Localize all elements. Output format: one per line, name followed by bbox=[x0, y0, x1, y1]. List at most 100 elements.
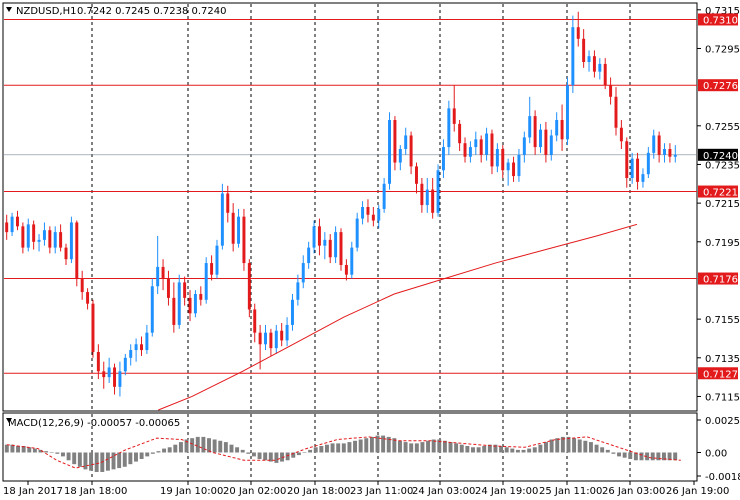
candle-body bbox=[161, 266, 165, 279]
candle-body bbox=[204, 263, 208, 300]
macd-bar bbox=[600, 447, 605, 453]
candle-body bbox=[452, 108, 456, 124]
candle-body bbox=[307, 247, 311, 264]
macd-bar bbox=[44, 451, 49, 453]
macd-tick-label: 0.00 bbox=[705, 448, 727, 459]
candle-body bbox=[382, 183, 386, 209]
candle-body bbox=[425, 189, 429, 206]
candle-body bbox=[398, 149, 402, 163]
macd-bar bbox=[532, 447, 537, 453]
macd-bar bbox=[162, 448, 167, 453]
candle-body bbox=[215, 245, 219, 275]
candle-body bbox=[474, 139, 478, 148]
moving-average-line bbox=[158, 223, 638, 411]
macd-bar bbox=[296, 452, 301, 456]
macd-bar bbox=[364, 438, 369, 453]
macd-title: MACD(12,26,9) -0.00057 -0.00065 bbox=[8, 418, 180, 429]
macd-bar bbox=[431, 439, 436, 453]
candle-body bbox=[145, 332, 149, 351]
candle-body bbox=[614, 96, 618, 128]
macd-bar bbox=[645, 452, 650, 461]
candle-body bbox=[150, 286, 154, 333]
symbol-header: NZDUSD,H1 0.7242 0.7245 0.7238 0.7240 bbox=[6, 6, 227, 17]
candle-body bbox=[619, 127, 623, 142]
macd-bar bbox=[145, 452, 150, 457]
time-tick-label: 19 Jan 10:00 bbox=[160, 486, 223, 497]
dropdown-icon bbox=[6, 418, 12, 423]
macd-bar bbox=[398, 440, 402, 453]
candle-body bbox=[447, 108, 451, 148]
macd-bar bbox=[639, 452, 644, 461]
candle-body bbox=[630, 158, 634, 178]
candle-body bbox=[371, 214, 375, 221]
macd-bar bbox=[134, 452, 138, 462]
candle-body bbox=[555, 120, 559, 136]
candle-body bbox=[641, 174, 645, 182]
candle-body bbox=[156, 266, 160, 287]
macd-bar bbox=[308, 449, 313, 453]
candle-body bbox=[393, 120, 397, 163]
candle-body bbox=[388, 120, 392, 184]
candle-body bbox=[646, 152, 650, 175]
macd-bar bbox=[105, 452, 110, 471]
macd-bar bbox=[302, 452, 307, 453]
vertical-grid bbox=[91, 4, 631, 480]
candle-body bbox=[409, 135, 413, 167]
candle-body bbox=[102, 371, 106, 378]
candle-body bbox=[48, 230, 52, 248]
candle-body bbox=[285, 324, 289, 341]
candle-body bbox=[323, 239, 327, 246]
candle-body bbox=[533, 116, 537, 148]
macd-bar bbox=[190, 438, 195, 453]
macd-bar bbox=[268, 452, 273, 462]
macd-bar bbox=[341, 443, 346, 453]
candle-body bbox=[350, 247, 354, 275]
candle-body bbox=[253, 309, 257, 333]
macd-bar bbox=[617, 452, 621, 457]
macd-bar bbox=[117, 452, 122, 469]
candle-body bbox=[26, 224, 30, 248]
candle-body bbox=[15, 216, 19, 227]
candle-body bbox=[592, 56, 596, 72]
dropdown-icon bbox=[6, 7, 12, 12]
macd-bar bbox=[549, 439, 554, 453]
macd-bar bbox=[246, 452, 251, 454]
candle-body bbox=[226, 193, 230, 213]
macd-bar bbox=[442, 440, 447, 453]
candle-body bbox=[86, 292, 90, 304]
candle-body bbox=[436, 170, 440, 213]
macd-bar bbox=[207, 438, 211, 453]
candle-body bbox=[565, 85, 569, 140]
candle-body bbox=[328, 239, 332, 258]
candle-body bbox=[10, 216, 14, 233]
candle-body bbox=[140, 344, 143, 351]
candle-body bbox=[177, 282, 181, 325]
macd-bar bbox=[482, 445, 487, 453]
candle-body bbox=[280, 330, 284, 341]
candle-body bbox=[107, 367, 111, 378]
macd-bar bbox=[167, 447, 172, 453]
macd-bar bbox=[330, 443, 335, 453]
candle-body bbox=[458, 123, 462, 144]
macd-bar bbox=[414, 443, 419, 453]
macd-bar bbox=[369, 436, 374, 453]
main-chart-frame bbox=[2, 2, 698, 412]
macd-bar bbox=[504, 447, 509, 453]
candle-body bbox=[59, 232, 63, 248]
macd-bar bbox=[347, 442, 352, 453]
macd-axis: 0.0025 0.00 -0.00181 bbox=[697, 416, 740, 483]
candle-body bbox=[32, 224, 36, 242]
macd-bar bbox=[454, 443, 459, 453]
macd-bar bbox=[650, 452, 655, 461]
macd-bar bbox=[521, 449, 526, 453]
macd-bar bbox=[358, 439, 363, 453]
candle-body bbox=[668, 149, 672, 157]
candle-body bbox=[220, 193, 224, 246]
candle-body bbox=[522, 137, 526, 155]
candle-body bbox=[539, 129, 542, 148]
macd-bar bbox=[560, 436, 565, 453]
candle-body bbox=[296, 282, 300, 300]
candle-body bbox=[96, 352, 100, 372]
